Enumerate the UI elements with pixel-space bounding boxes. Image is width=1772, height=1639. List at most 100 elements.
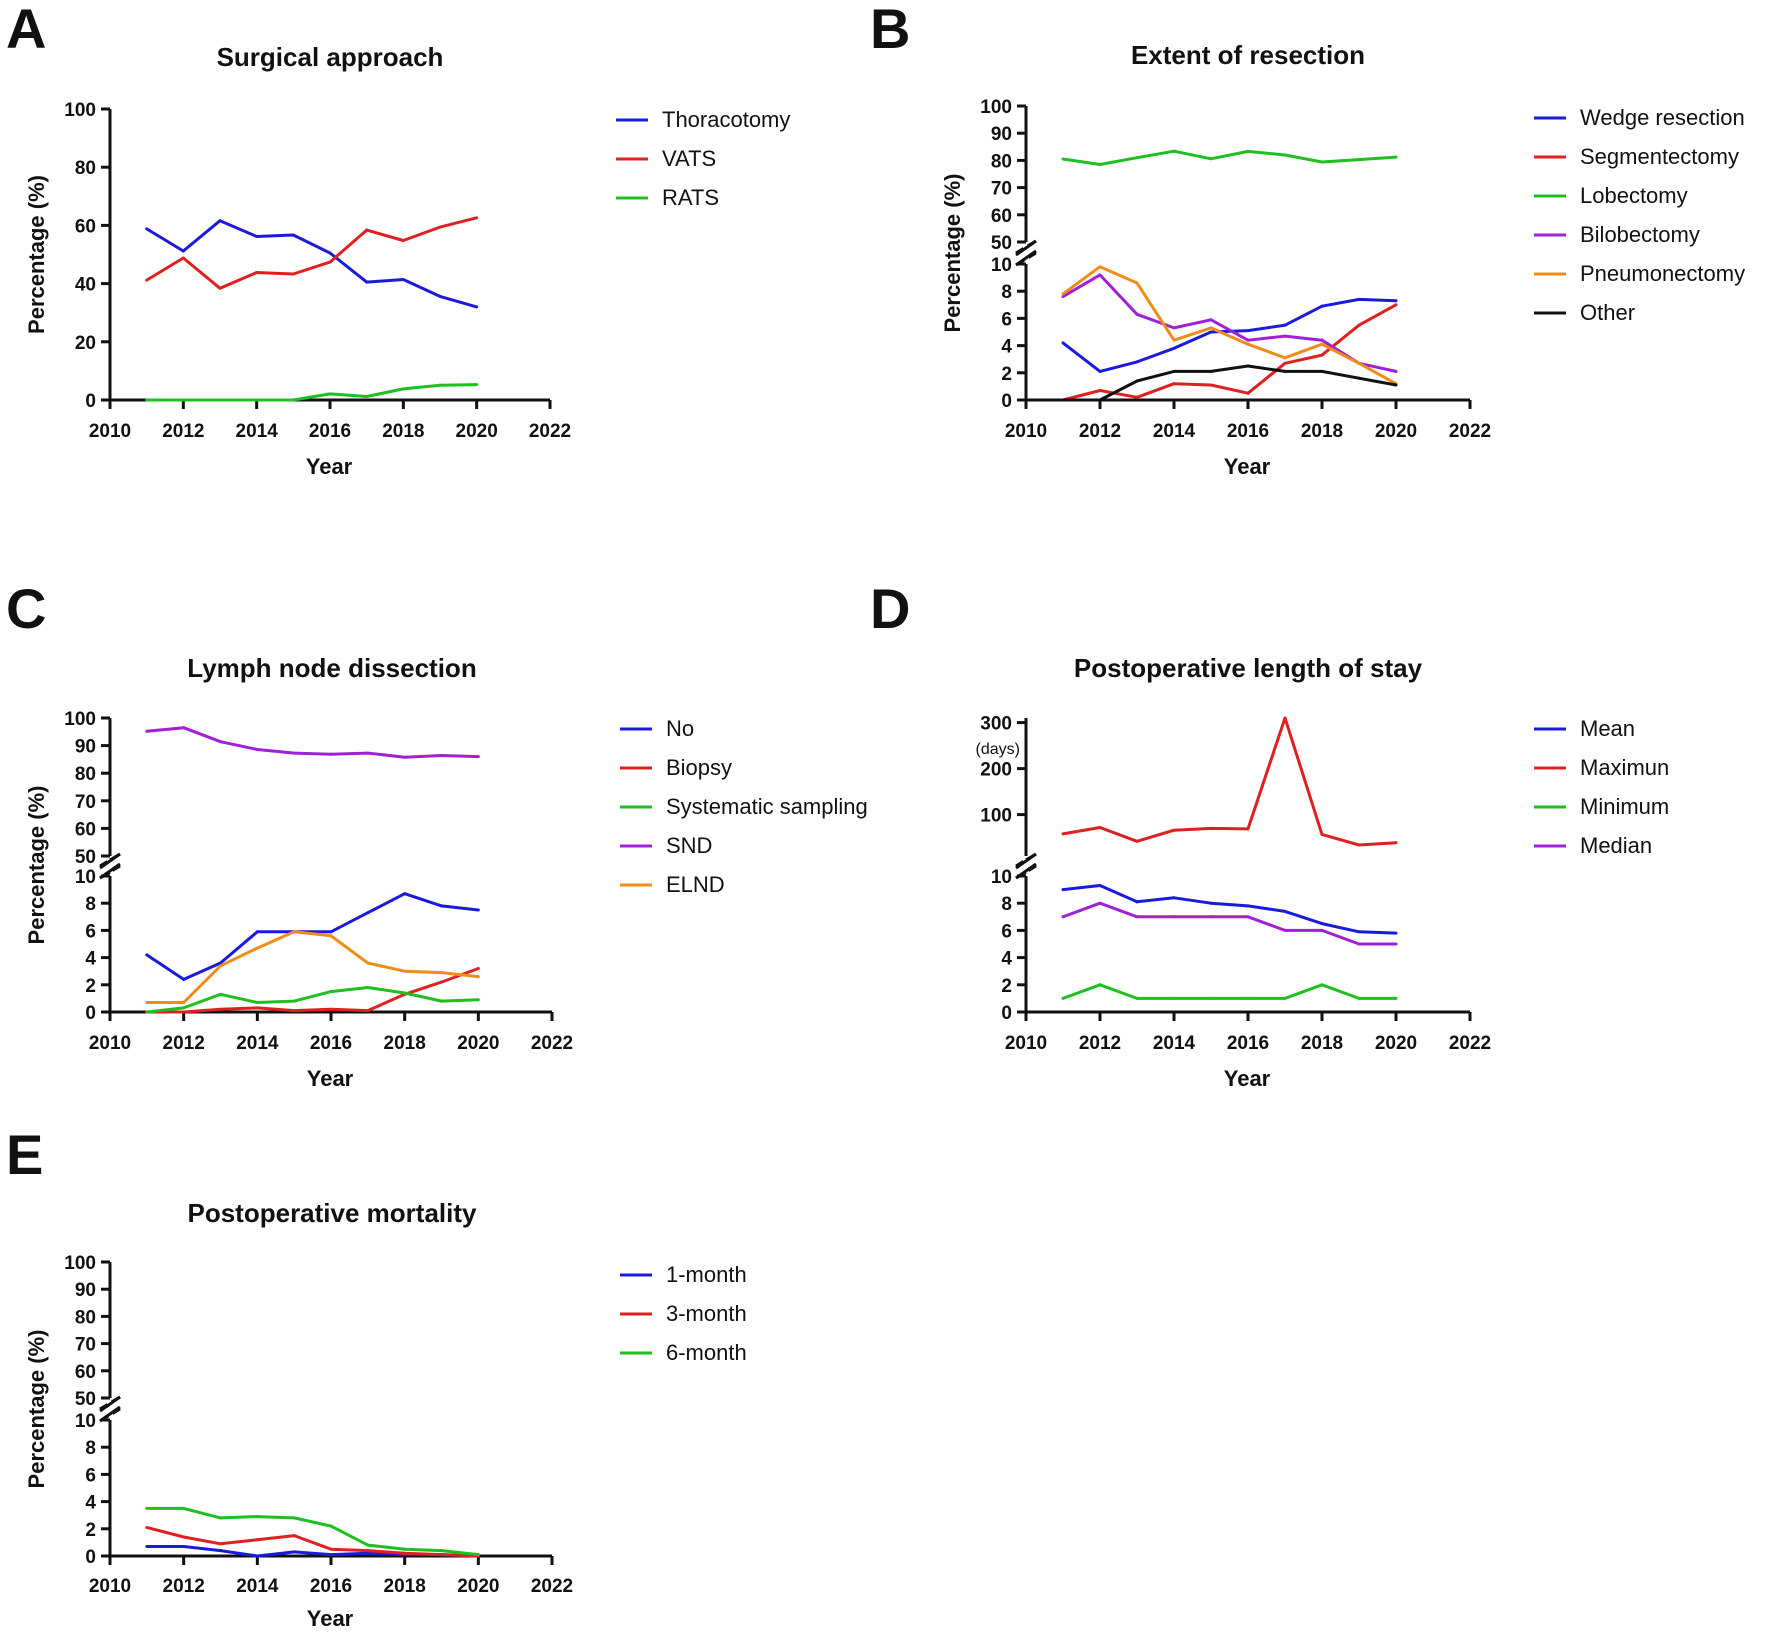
x-axis-label: Year [1224,454,1271,479]
y-axis-lower-tick-label: 10 [991,867,1012,888]
x-tick-label: 2018 [382,421,424,442]
data-point-bilobectomy [1394,369,1398,373]
series-line-snd [146,726,479,759]
legend-label-1-month: 1-month [666,1262,747,1287]
data-point-mean [1320,922,1324,926]
x-tick-label: 2012 [1079,1033,1121,1054]
x-tick-label: 2010 [89,1033,131,1054]
panel-letter: A [6,0,46,60]
data-point-snd [403,755,407,759]
data-point-6-month [145,1506,149,1510]
data-point-maximun [1246,827,1250,831]
data-point-minimum [1172,996,1176,1000]
y-axis-lower-tick-label: 0 [1001,391,1012,412]
y-axis-lower-tick-label: 8 [85,894,96,915]
y-axis-upper-tick-label: 100 [64,709,96,730]
y-axis-lower-tick-label: 6 [1001,309,1012,330]
panel-letter: D [870,577,910,640]
data-point-6-month [366,1543,370,1547]
data-point-systematic-sampling [219,992,222,996]
y-axis-lower-tick-label: 4 [85,1493,96,1514]
y-axis-lower-tick-label: 8 [1001,894,1012,915]
axis-break-mark [99,1395,121,1413]
data-point-elnd [329,934,333,938]
series-line-thoracotomy [145,219,478,309]
axis-break-mark [1015,239,1037,257]
data-point-snd [145,729,149,733]
legend-label-bilobectomy: Bilobectomy [1580,222,1700,247]
data-point-wedge-resection [1246,329,1250,333]
y-axis-lower-tick-label: 6 [1001,921,1012,942]
data-point-segmentectomy [1357,323,1361,327]
data-point-1-month [182,1544,186,1548]
y-axis-label: Percentage (%) [24,1330,49,1489]
data-point-minimum [1098,983,1102,987]
data-point-rats [291,398,295,402]
y-axis-lower-tick-label: 2 [85,976,96,997]
series-line-pneumonectomy [1062,265,1397,386]
data-point-lobectomy [1357,158,1361,162]
data-point-systematic-sampling [292,999,296,1003]
x-tick-label: 2020 [1375,1033,1417,1054]
y-axis-upper-tick-label: 90 [75,1280,96,1301]
x-tick-label: 2016 [309,421,351,442]
data-point-segmentectomy [1209,383,1213,387]
data-point-median [1172,915,1176,919]
data-point-minimum [1061,996,1065,1000]
data-point-wedge-resection [1394,299,1398,303]
data-point-3-month [403,1551,407,1555]
chart-title: Extent of resection [1131,40,1365,70]
data-point-biopsy [440,980,443,984]
data-point-segmentectomy [1246,391,1250,395]
data-point-3-month [440,1553,443,1557]
data-point-vats [181,256,185,260]
y-axis-upper-tick-label: 100 [980,97,1012,118]
data-point-segmentectomy [1172,382,1176,386]
data-point-other [1209,369,1213,373]
series-line-maximun [1062,716,1397,847]
data-point-no [145,953,149,957]
data-point-mean [1098,884,1102,888]
data-point-6-month [476,1553,480,1557]
data-point-wedge-resection [1283,323,1287,327]
data-point-elnd [476,975,480,979]
x-tick-label: 2018 [384,1033,426,1054]
data-point-minimum [1135,996,1139,1000]
data-point-bilobectomy [1135,312,1139,316]
x-tick-label: 2014 [1153,421,1196,442]
y-axis-lower-tick-label: 0 [85,1003,96,1024]
x-tick-label: 2010 [1005,1033,1047,1054]
data-point-wedge-resection [1172,346,1176,350]
x-axis-label: Year [307,1606,354,1631]
axis-break-gap [107,859,113,873]
y-axis-lower-tick-label: 4 [1001,337,1012,358]
data-point-lobectomy [1098,162,1102,166]
data-point-thoracotomy [145,227,149,231]
x-tick-label: 2016 [1227,1033,1269,1054]
x-axis-label: Year [306,454,353,479]
y-axis-lower-tick-label: 10 [991,255,1012,276]
y-unit-label: (days) [976,741,1020,758]
chart-title: Postoperative length of stay [1074,653,1423,683]
data-point-minimum [1357,996,1361,1000]
data-point-other [1246,364,1250,368]
y-axis-tick-label: 0 [85,391,96,412]
y-axis-tick-label: 100 [64,100,96,121]
data-point-minimum [1209,996,1213,1000]
data-point-elnd [219,964,222,968]
y-axis-upper-tick-label: 80 [75,1307,96,1328]
legend-label-mean: Mean [1580,716,1635,741]
data-point-wedge-resection [1135,360,1139,364]
data-point-lobectomy [1320,160,1324,164]
data-point-3-month [145,1525,149,1529]
data-point-segmentectomy [1135,395,1139,399]
y-axis-upper-tick-label: 90 [75,737,96,758]
data-point-thoracotomy [365,280,369,284]
data-point-minimum [1246,996,1250,1000]
legend-label-no: No [666,716,694,741]
data-point-pneumonectomy [1135,281,1139,285]
data-point-rats [218,398,222,402]
data-point-6-month [329,1524,333,1528]
axis-break-gap [1023,245,1029,261]
